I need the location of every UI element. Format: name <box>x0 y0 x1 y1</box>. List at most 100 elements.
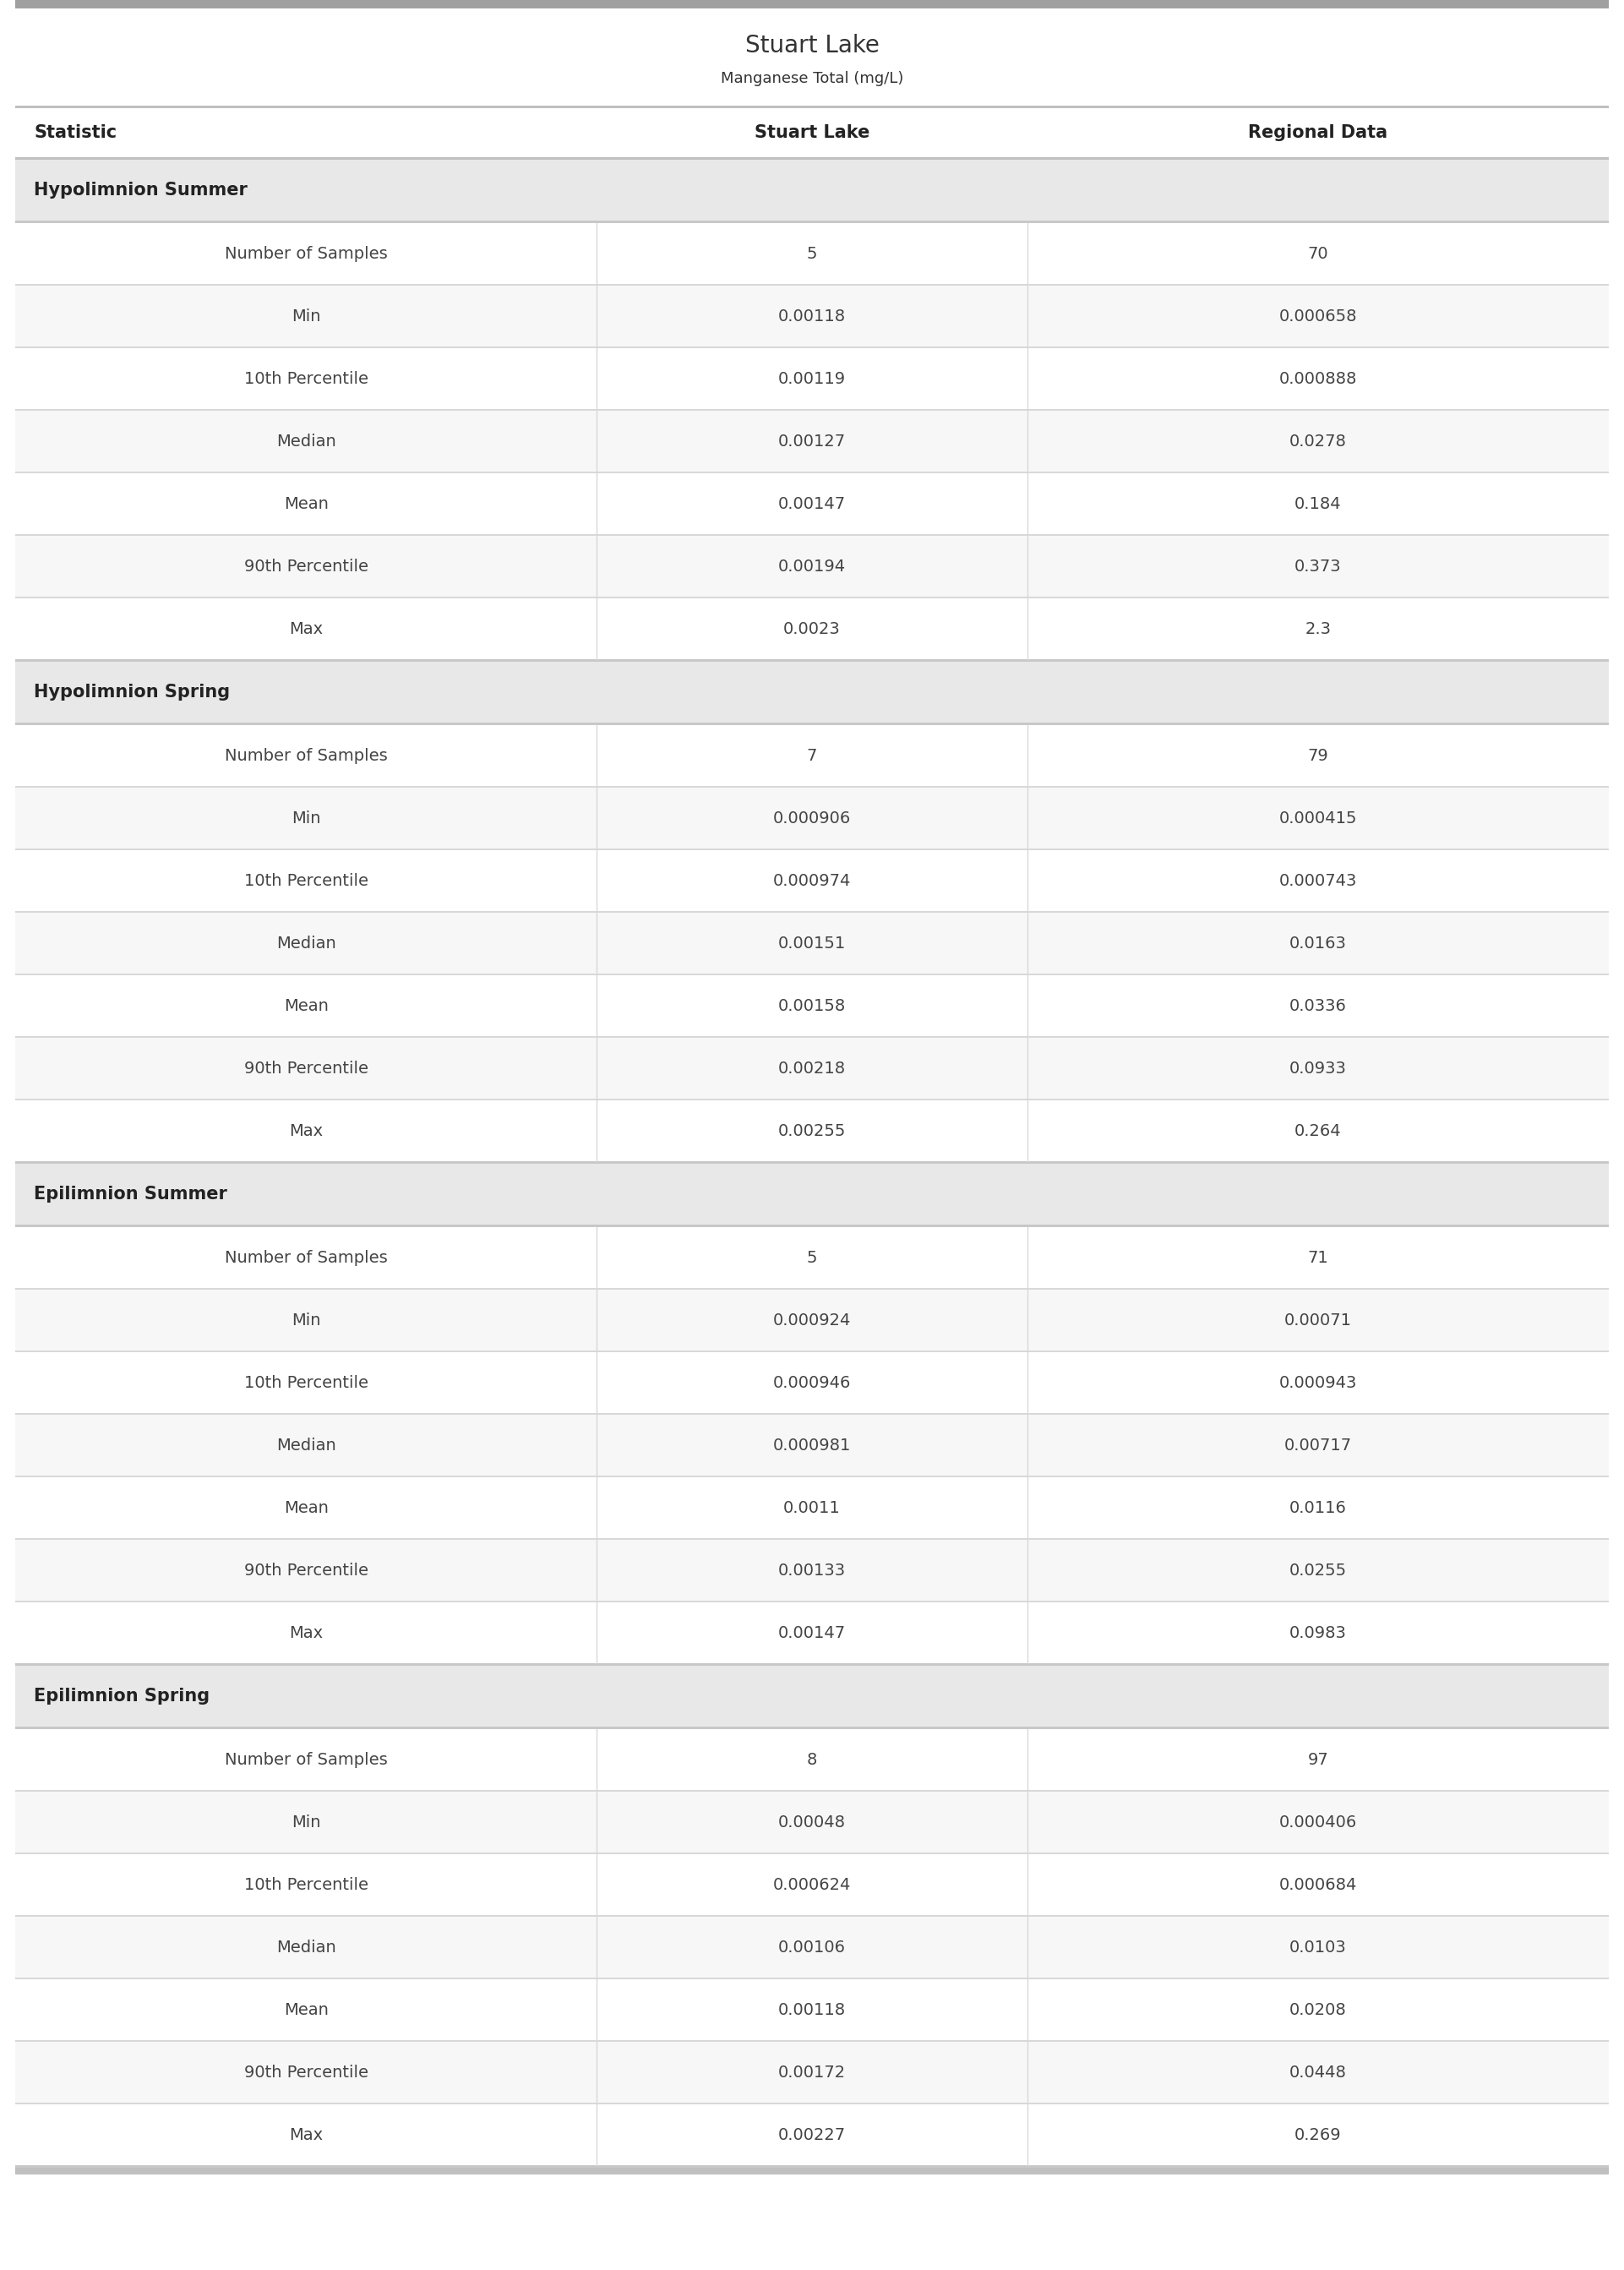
Bar <box>15 536 1609 597</box>
Text: 71: 71 <box>1307 1249 1328 1267</box>
Bar <box>15 1539 1609 1600</box>
Bar <box>15 2168 1609 2175</box>
Text: 0.000943: 0.000943 <box>1280 1376 1358 1392</box>
Text: Mean: Mean <box>284 495 328 511</box>
Text: Manganese Total (mg/L): Manganese Total (mg/L) <box>721 70 903 86</box>
Text: 0.000624: 0.000624 <box>773 1877 851 1893</box>
Text: 10th Percentile: 10th Percentile <box>244 1376 369 1392</box>
Bar <box>15 107 1609 109</box>
Text: Median: Median <box>276 434 336 449</box>
Bar <box>15 9 1609 107</box>
Text: Stuart Lake: Stuart Lake <box>745 34 879 57</box>
Text: Number of Samples: Number of Samples <box>224 245 388 261</box>
Text: 0.0208: 0.0208 <box>1289 2002 1346 2018</box>
Text: 97: 97 <box>1307 1752 1328 1768</box>
Text: 0.00151: 0.00151 <box>778 935 846 951</box>
Bar <box>15 159 1609 220</box>
Bar <box>15 1603 1609 1664</box>
Text: 2.3: 2.3 <box>1304 620 1332 638</box>
Text: 10th Percentile: 10th Percentile <box>244 370 369 386</box>
Text: Min: Min <box>291 1312 320 1328</box>
Text: Stuart Lake: Stuart Lake <box>755 125 869 141</box>
Bar <box>15 222 1609 284</box>
Text: 10th Percentile: 10th Percentile <box>244 1877 369 1893</box>
Text: 0.0336: 0.0336 <box>1289 999 1346 1015</box>
Bar <box>15 220 1609 222</box>
Text: Max: Max <box>289 620 323 638</box>
Text: 0.0116: 0.0116 <box>1289 1500 1346 1516</box>
Text: 0.0278: 0.0278 <box>1289 434 1346 449</box>
Bar <box>15 1353 1609 1412</box>
Text: Mean: Mean <box>284 2002 328 2018</box>
Text: 90th Percentile: 90th Percentile <box>244 1562 369 1578</box>
Text: 0.0933: 0.0933 <box>1289 1060 1346 1076</box>
Text: Epilimnion Summer: Epilimnion Summer <box>34 1185 227 1203</box>
Text: 0.00255: 0.00255 <box>778 1124 846 1140</box>
Bar <box>15 1224 1609 1228</box>
Text: 0.373: 0.373 <box>1294 558 1341 574</box>
Text: Max: Max <box>289 1625 323 1641</box>
Text: 0.0448: 0.0448 <box>1289 2063 1346 2079</box>
Text: 0.00119: 0.00119 <box>778 370 846 386</box>
Text: 0.00147: 0.00147 <box>778 495 846 511</box>
Text: Number of Samples: Number of Samples <box>224 1249 388 1267</box>
Text: 0.00158: 0.00158 <box>778 999 846 1015</box>
Text: Regional Data: Regional Data <box>1249 125 1389 141</box>
Text: 0.000743: 0.000743 <box>1280 872 1358 888</box>
Bar <box>15 411 1609 472</box>
Text: Epilimnion Spring: Epilimnion Spring <box>34 1687 209 1705</box>
Text: 0.000946: 0.000946 <box>773 1376 851 1392</box>
Text: 90th Percentile: 90th Percentile <box>244 558 369 574</box>
Text: 0.0011: 0.0011 <box>783 1500 841 1516</box>
Bar <box>15 109 1609 157</box>
Text: 0.000888: 0.000888 <box>1280 370 1358 386</box>
Text: 0.184: 0.184 <box>1294 495 1341 511</box>
Bar <box>15 1037 1609 1099</box>
Text: Mean: Mean <box>284 999 328 1015</box>
Text: 0.00172: 0.00172 <box>778 2063 846 2079</box>
Text: Median: Median <box>276 1939 336 1954</box>
Text: Max: Max <box>289 1124 323 1140</box>
Text: Max: Max <box>289 2127 323 2143</box>
Bar <box>15 788 1609 849</box>
Bar <box>15 663 1609 722</box>
Bar <box>15 1478 1609 1539</box>
Text: Median: Median <box>276 1437 336 1453</box>
Text: Min: Min <box>291 810 320 826</box>
Text: 0.0163: 0.0163 <box>1289 935 1346 951</box>
Bar <box>15 1664 1609 1666</box>
Text: 0.00118: 0.00118 <box>778 309 846 325</box>
Text: 0.000684: 0.000684 <box>1280 1877 1358 1893</box>
Text: 0.000415: 0.000415 <box>1278 810 1358 826</box>
Text: 7: 7 <box>807 747 817 763</box>
Bar <box>15 2166 1609 2168</box>
Bar <box>15 347 1609 409</box>
Text: 0.0103: 0.0103 <box>1289 1939 1346 1954</box>
Text: 0.000974: 0.000974 <box>773 872 851 888</box>
Text: 0.00133: 0.00133 <box>778 1562 846 1578</box>
Bar <box>15 976 1609 1035</box>
Bar <box>15 913 1609 974</box>
Bar <box>15 1228 1609 1287</box>
Text: Hypolimnion Spring: Hypolimnion Spring <box>34 683 231 701</box>
Bar <box>15 1165 1609 1224</box>
Bar <box>15 722 1609 724</box>
Text: 0.269: 0.269 <box>1294 2127 1341 2143</box>
Text: 0.000981: 0.000981 <box>773 1437 851 1453</box>
Bar <box>15 1730 1609 1791</box>
Text: 0.00218: 0.00218 <box>778 1060 846 1076</box>
Text: 5: 5 <box>807 245 817 261</box>
Text: 0.00048: 0.00048 <box>778 1814 846 1830</box>
Bar <box>15 2104 1609 2166</box>
Text: Mean: Mean <box>284 1500 328 1516</box>
Bar <box>15 1979 1609 2041</box>
Text: 79: 79 <box>1307 747 1328 763</box>
Bar <box>15 1727 1609 1730</box>
Text: 0.000924: 0.000924 <box>773 1312 851 1328</box>
Bar <box>15 1666 1609 1727</box>
Bar <box>15 0 1609 9</box>
Bar <box>15 472 1609 533</box>
Text: 0.0255: 0.0255 <box>1289 1562 1346 1578</box>
Bar <box>15 851 1609 910</box>
Text: 0.264: 0.264 <box>1294 1124 1341 1140</box>
